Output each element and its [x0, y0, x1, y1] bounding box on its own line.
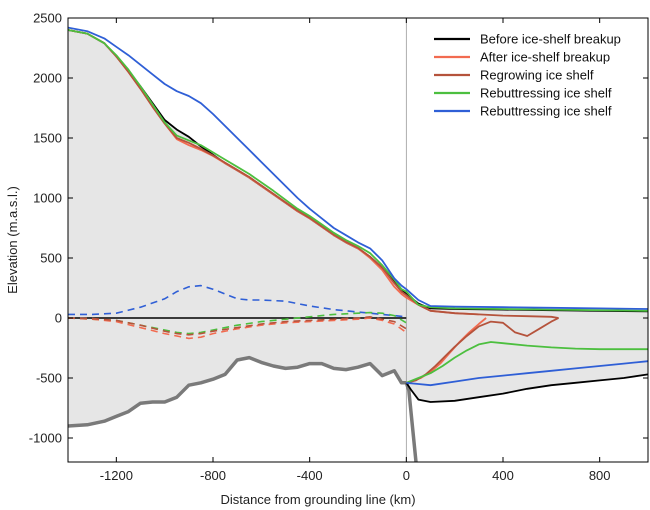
legend: Before ice-shelf breakup After ice-shelf …: [434, 32, 621, 119]
bedrock-trough-line: [404, 382, 418, 462]
plot-area: [68, 18, 648, 462]
y-tick-label: 2000: [33, 71, 62, 86]
legend-label-1: After ice-shelf breakup: [480, 50, 610, 65]
plot-frame: [67, 17, 649, 463]
shelf-base-series-3: [405, 341, 648, 384]
axes: -1200 -800 -400 0 400 800 -1000 -500 0 500 1000 150…: [5, 11, 648, 507]
surface-series-2: [68, 29, 559, 319]
y-tick-label: 2500: [33, 11, 62, 26]
legend-label-3: Rebuttressing ice shelf: [480, 86, 612, 101]
x-tick-label: -1200: [100, 468, 133, 483]
legend-label-2: Regrowing ice shelf: [480, 68, 594, 83]
x-tick-label: -400: [297, 468, 323, 483]
legend-label-0: Before ice-shelf breakup: [480, 32, 621, 47]
y-tick-label: 0: [55, 311, 62, 326]
y-axis-title: Elevation (m.a.s.l.): [5, 186, 20, 294]
plot-frame-rect: [67, 17, 649, 463]
dashed-series-0: [68, 284, 407, 318]
legend-label-4: Rebuttressing ice shelf: [480, 104, 612, 119]
floating-shelf-fill: [406, 294, 648, 402]
y-tick-label: -500: [36, 371, 62, 386]
surface-series-3: [68, 29, 648, 312]
y-tick-label: 1500: [33, 131, 62, 146]
x-tick-label: 800: [589, 468, 611, 483]
dashed-series-2: [68, 317, 407, 340]
y-tick-label: 1000: [33, 191, 62, 206]
x-tick-label: 400: [492, 468, 514, 483]
shelf-base-series-0: [405, 373, 648, 403]
x-tick-label: 0: [403, 468, 410, 483]
dashed-series-3: [68, 315, 407, 336]
y-tick-label: 500: [40, 251, 62, 266]
bedrock-line: [68, 355, 407, 428]
y-tick-label: -1000: [29, 431, 62, 446]
surface-series-4: [68, 26, 648, 310]
x-axis-title: Distance from grounding line (km): [220, 492, 415, 507]
x-tick-label: -800: [200, 468, 226, 483]
shelf-base-series-4: [406, 360, 648, 387]
shelf-base-series-2: [406, 317, 559, 384]
